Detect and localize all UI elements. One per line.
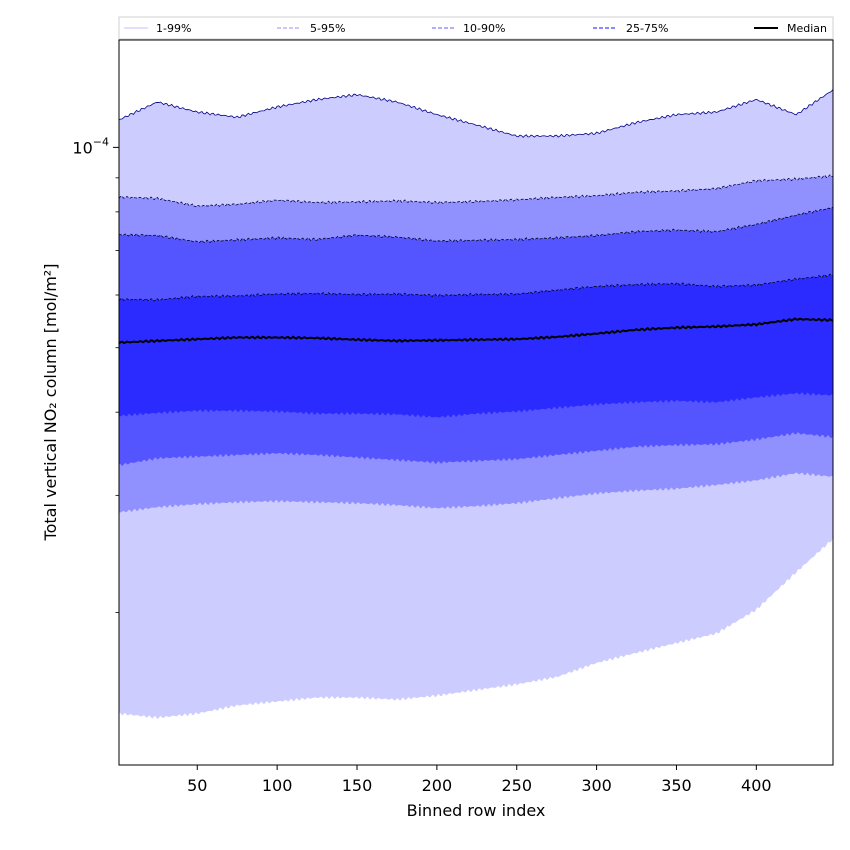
median-line bbox=[118, 317, 834, 345]
x-tick-label: 100 bbox=[262, 776, 293, 795]
legend-label: 1-99% bbox=[156, 22, 191, 35]
legend-label: Median bbox=[787, 22, 827, 35]
legend-label: 5-95% bbox=[310, 22, 345, 35]
y-tick-base: 10 bbox=[72, 138, 92, 157]
y-tick-exponent: −4 bbox=[93, 135, 109, 148]
legend-label: 25-75% bbox=[626, 22, 668, 35]
plot-frame bbox=[118, 39, 834, 766]
x-tick-label: 350 bbox=[661, 776, 692, 795]
legend: 1-99% 5-95% 10-90% 25-75% Median bbox=[118, 16, 834, 40]
median-group bbox=[118, 317, 834, 345]
y-axis: 10−4 bbox=[72, 135, 119, 613]
x-tick-label: 250 bbox=[501, 776, 532, 795]
x-tick-label: 200 bbox=[422, 776, 453, 795]
band-upper-line-10-90% bbox=[118, 206, 834, 244]
band-upper-line-5-95% bbox=[118, 174, 834, 208]
x-axis: 50 100 150 200 250 300 350 400 bbox=[187, 765, 772, 795]
band-25-75% bbox=[119, 274, 833, 418]
y-tick-label: 10−4 bbox=[72, 135, 109, 157]
percentile-bands bbox=[118, 89, 834, 720]
x-axis-label: Binned row index bbox=[407, 801, 546, 820]
x-tick-label: 50 bbox=[187, 776, 207, 795]
legend-box bbox=[118, 16, 834, 40]
x-tick-label: 400 bbox=[741, 776, 772, 795]
x-tick-label: 150 bbox=[342, 776, 373, 795]
band-upper-line-1-99% bbox=[118, 89, 834, 138]
legend-label: 10-90% bbox=[463, 22, 505, 35]
y-axis-label: Total vertical NO₂ column [mol/m²] bbox=[41, 264, 60, 542]
x-tick-label: 300 bbox=[581, 776, 612, 795]
band-upper-line-25-75% bbox=[118, 273, 834, 302]
